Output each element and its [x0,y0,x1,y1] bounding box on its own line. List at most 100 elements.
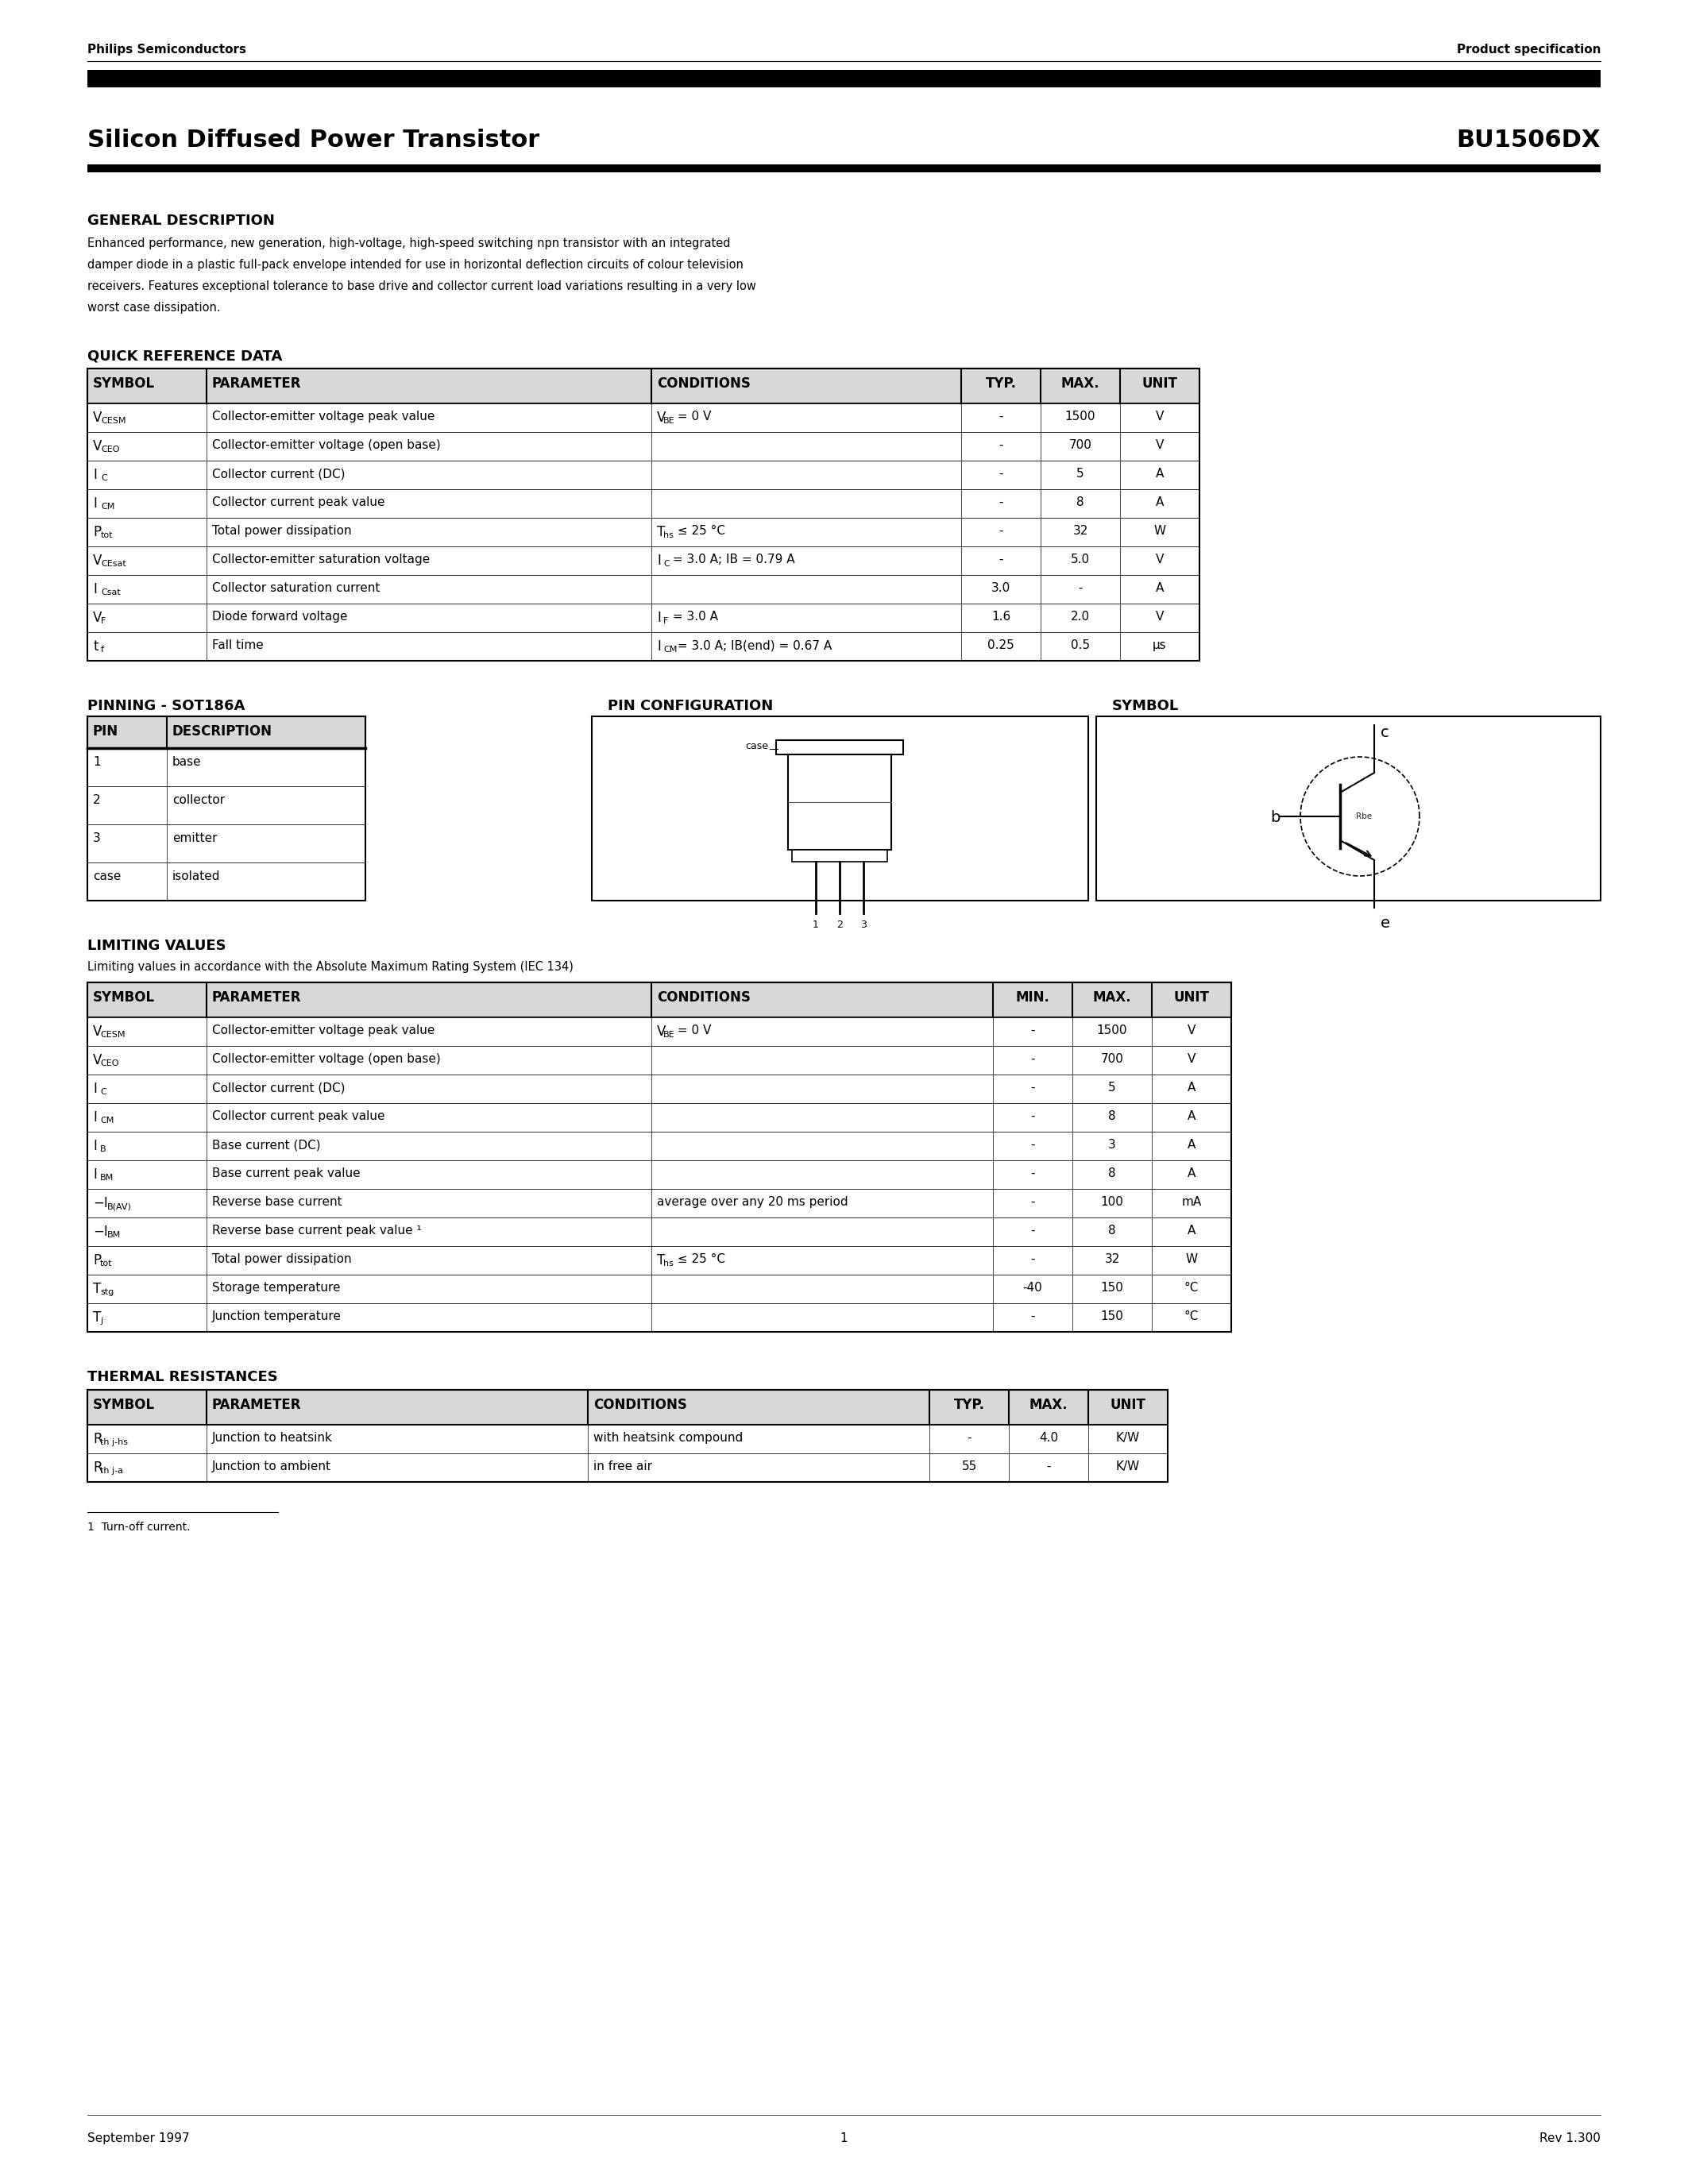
Text: LIMITING VALUES: LIMITING VALUES [88,939,226,952]
Bar [88,574,1200,603]
Bar [592,716,1089,900]
Text: 700: 700 [1101,1053,1124,1066]
Text: 8: 8 [1109,1168,1116,1179]
Bar [88,983,1231,1018]
Text: t: t [93,640,98,653]
Text: -: - [1030,1168,1035,1179]
Text: CONDITIONS: CONDITIONS [657,376,751,391]
Text: T: T [657,524,665,539]
Bar [88,749,365,786]
Text: PIN: PIN [93,725,118,738]
Text: e: e [1381,915,1391,930]
Text: Collector-emitter voltage peak value: Collector-emitter voltage peak value [213,411,436,422]
Text: V: V [1156,612,1165,622]
Text: −I: −I [93,1225,108,1238]
Bar [88,1389,1168,1424]
Text: I: I [93,467,96,483]
Text: CONDITIONS: CONDITIONS [594,1398,687,1413]
Text: th j-hs: th j-hs [100,1439,128,1446]
Text: CM: CM [101,502,115,511]
Text: A: A [1187,1081,1195,1094]
Text: Rbe: Rbe [1355,812,1372,821]
Text: V: V [93,612,101,625]
Text: MIN.: MIN. [1016,989,1050,1005]
Text: GENERAL DESCRIPTION: GENERAL DESCRIPTION [88,214,275,227]
Text: R: R [93,1433,103,1446]
Text: SYMBOL: SYMBOL [93,989,155,1005]
Text: A: A [1156,467,1165,480]
Bar [88,369,1200,662]
Text: PARAMETER: PARAMETER [213,1398,302,1413]
Bar [88,70,1600,87]
Text: I: I [93,583,96,596]
Text: V: V [657,411,667,426]
Text: UNIT: UNIT [1141,376,1178,391]
Text: CONDITIONS: CONDITIONS [657,989,751,1005]
Text: 3: 3 [861,919,866,930]
Text: 1: 1 [841,2132,847,2145]
Text: Fall time: Fall time [213,640,263,651]
Text: V: V [93,553,101,568]
Text: ≤ 25 °C: ≤ 25 °C [674,1254,726,1265]
Text: average over any 20 ms period: average over any 20 ms period [657,1197,847,1208]
Text: c: c [1381,725,1389,740]
Text: stg: stg [100,1289,113,1295]
Text: QUICK REFERENCE DATA: QUICK REFERENCE DATA [88,349,282,363]
Text: with heatsink compound: with heatsink compound [594,1433,743,1444]
Text: 5: 5 [1077,467,1084,480]
Text: 100: 100 [1101,1197,1124,1208]
Bar [88,716,365,900]
Text: 2: 2 [837,919,842,930]
Text: CESM: CESM [100,1031,125,1040]
Text: TYP.: TYP. [986,376,1016,391]
Text: Reverse base current peak value ¹: Reverse base current peak value ¹ [213,1225,422,1236]
Text: -: - [999,524,1003,537]
Text: Collector-emitter voltage (open base): Collector-emitter voltage (open base) [213,439,441,452]
Text: °C: °C [1185,1310,1198,1321]
Text: 3: 3 [93,832,101,845]
Text: BE: BE [663,1031,675,1040]
Text: K/W: K/W [1116,1461,1139,1472]
Text: Collector current (DC): Collector current (DC) [213,467,344,480]
Bar [88,369,1200,404]
Text: 1: 1 [93,756,101,769]
Bar [88,1075,1231,1103]
Text: = 3.0 A; IB = 0.79 A: = 3.0 A; IB = 0.79 A [668,553,795,566]
Text: tot: tot [101,531,113,539]
Text: V: V [93,439,101,454]
Text: 3.0: 3.0 [991,583,1011,594]
Text: UNIT: UNIT [1173,989,1209,1005]
Text: THERMAL RESISTANCES: THERMAL RESISTANCES [88,1369,279,1385]
Bar [88,164,1600,173]
Text: 1500: 1500 [1065,411,1096,422]
Text: Enhanced performance, new generation, high-voltage, high-speed switching npn tra: Enhanced performance, new generation, hi… [88,238,731,249]
Bar [88,1188,1231,1216]
Text: th j-a: th j-a [100,1468,123,1474]
Text: Rev 1.300: Rev 1.300 [1539,2132,1600,2145]
Text: PARAMETER: PARAMETER [213,989,302,1005]
Text: hs: hs [663,1260,674,1267]
Text: PINNING - SOT186A: PINNING - SOT186A [88,699,245,714]
Text: hs: hs [663,531,674,539]
Text: isolated: isolated [172,871,221,882]
Text: 1  Turn-off current.: 1 Turn-off current. [88,1522,191,1533]
Text: °C: °C [1185,1282,1198,1293]
Text: 2: 2 [93,795,101,806]
Text: tot: tot [100,1260,113,1267]
Text: -: - [1030,1053,1035,1066]
Bar [88,1424,1168,1452]
Text: = 3.0 A; IB(end) = 0.67 A: = 3.0 A; IB(end) = 0.67 A [674,640,832,651]
Text: DESCRIPTION: DESCRIPTION [172,725,272,738]
Text: I: I [93,496,96,511]
Text: Product specification: Product specification [1457,44,1600,55]
Text: C: C [663,559,670,568]
Text: Collector current peak value: Collector current peak value [213,496,385,509]
Bar [88,1247,1231,1275]
Text: 700: 700 [1069,439,1092,452]
Text: A: A [1156,583,1165,594]
Text: 5: 5 [1109,1081,1116,1094]
Text: V: V [1156,553,1165,566]
Text: μs: μs [1153,640,1166,651]
Text: 1: 1 [812,919,819,930]
Text: SYMBOL: SYMBOL [93,1398,155,1413]
